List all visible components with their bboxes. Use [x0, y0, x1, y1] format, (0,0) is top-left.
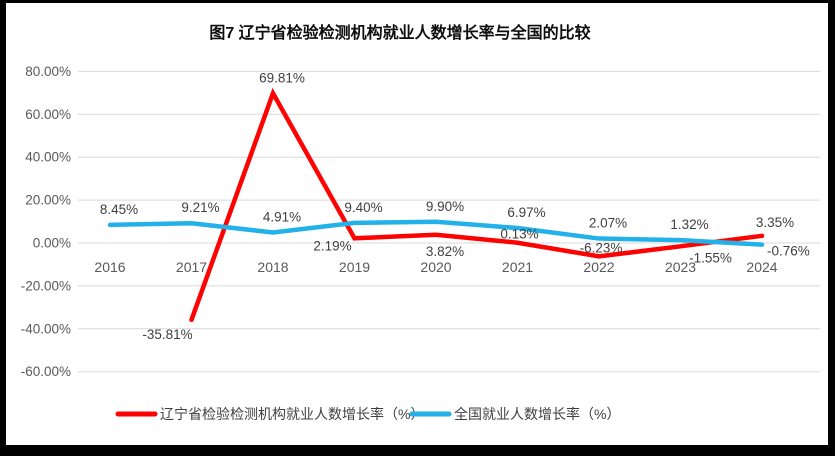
series-line-1: [107, 219, 765, 247]
legend-label: 全国就业人数增长率（%）: [454, 406, 620, 422]
data-label: 9.21%: [181, 200, 219, 215]
series-line-0: [189, 87, 765, 323]
data-label: 0.13%: [500, 227, 538, 242]
y-tick-label: 80.00%: [25, 64, 71, 79]
x-tick-label: 2017: [176, 259, 207, 275]
data-label: 69.81%: [259, 70, 305, 85]
data-label: -1.55%: [689, 250, 732, 265]
data-label: 3.82%: [426, 244, 464, 259]
legend-item: 全国就业人数增长率（%）: [409, 406, 620, 422]
y-tick-label: 60.00%: [25, 107, 71, 122]
data-label: 6.97%: [507, 205, 545, 220]
legend-item: 辽宁省检验检测机构就业人数增长率（%）: [115, 406, 424, 422]
chart-title: 图7 辽宁省检验检测机构就业人数增长率与全国的比较: [209, 23, 590, 42]
data-label: 4.91%: [263, 209, 301, 224]
data-label: -35.81%: [142, 327, 192, 342]
data-label: -0.76%: [767, 244, 810, 259]
x-tick-label: 2020: [420, 259, 451, 275]
x-tick-label: 2018: [257, 259, 288, 275]
legend: 辽宁省检验检测机构就业人数增长率（%） 全国就业人数增长率（%）: [115, 406, 620, 422]
data-label: 9.90%: [426, 199, 464, 214]
data-labels: -35.81% 69.81% 2.19% 3.82% 0.13% -6.23% -1.55%…: [100, 70, 810, 342]
x-tick-label: 2019: [339, 259, 370, 275]
x-tick-label: 2024: [746, 259, 777, 275]
data-label: -6.23%: [580, 240, 623, 255]
data-label: 2.19%: [313, 238, 351, 253]
x-tick-label: 2021: [502, 259, 533, 275]
y-tick-label: 0.00%: [33, 236, 71, 251]
data-label: 9.40%: [344, 200, 382, 215]
y-tick-label: -20.00%: [21, 278, 71, 293]
x-tick-label: 2023: [665, 259, 696, 275]
x-axis-labels: 2016 2017 2018 2019 2020 2021 2022 2023 2024: [94, 259, 777, 275]
y-tick-label: 40.00%: [25, 150, 71, 165]
data-label: 8.45%: [100, 202, 138, 217]
y-axis-labels: -60.00% -40.00% -20.00% 0.00% 20.00% 40.00% 60…: [21, 64, 71, 379]
x-tick-label: 2016: [94, 259, 125, 275]
data-label: 2.07%: [589, 216, 627, 231]
y-tick-label: 20.00%: [25, 193, 71, 208]
legend-label: 辽宁省检验检测机构就业人数增长率（%）: [160, 406, 424, 422]
series-lines: [107, 87, 765, 323]
data-label: 1.32%: [670, 217, 708, 232]
y-tick-label: -60.00%: [21, 364, 71, 379]
data-label: 3.35%: [756, 215, 794, 230]
x-tick-label: 2022: [583, 259, 614, 275]
y-tick-label: -40.00%: [21, 321, 71, 336]
